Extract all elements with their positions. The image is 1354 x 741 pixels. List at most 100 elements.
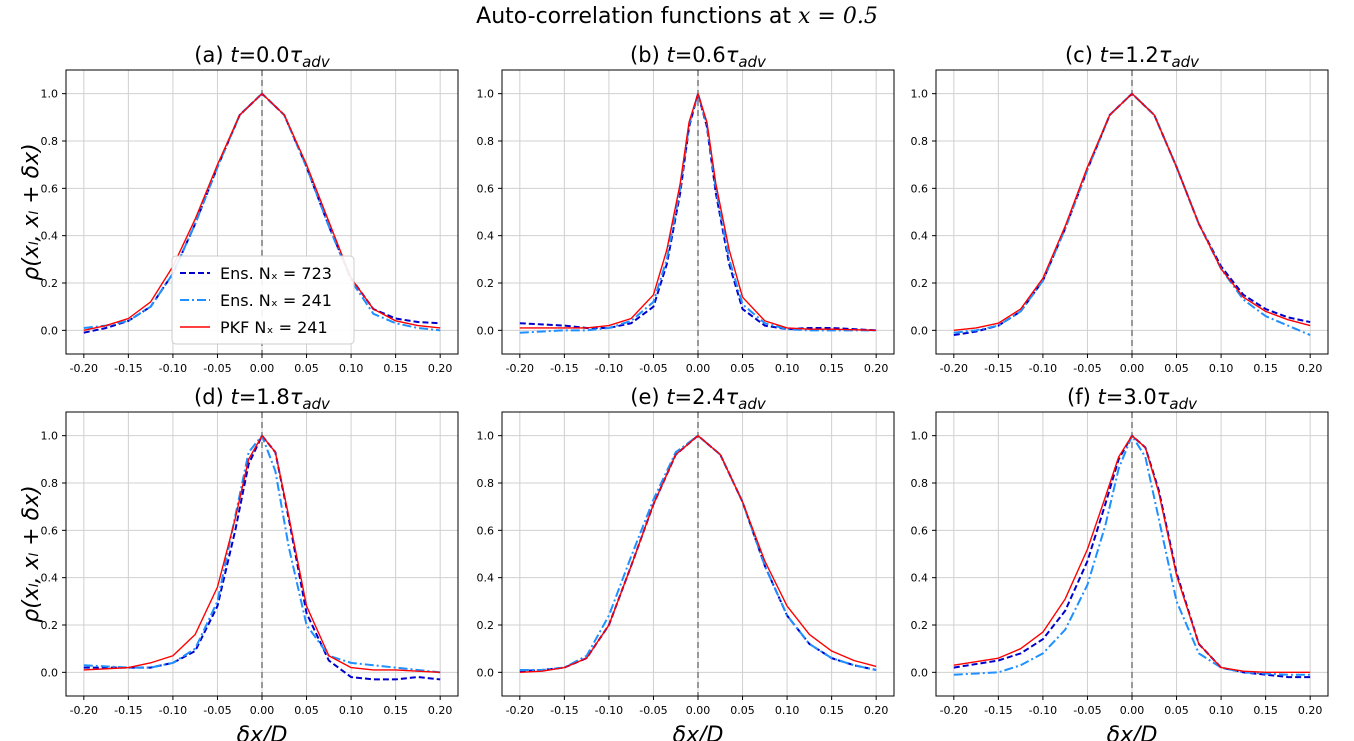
- x-tick-label: 0.15: [1253, 704, 1278, 717]
- y-tick-label: 0.6: [911, 182, 929, 195]
- y-tick-label: 0.6: [477, 182, 495, 195]
- y-tick-label: 0.2: [911, 277, 929, 290]
- legend-label-3: PKF Nₓ = 241: [220, 318, 328, 337]
- y-tick-label: 1.0: [41, 430, 59, 443]
- y-tick-label: 0.4: [911, 230, 929, 243]
- x-tick-label: -0.15: [114, 704, 142, 717]
- y-tick-label: 0.8: [911, 477, 929, 490]
- x-tick-label: -0.05: [1073, 362, 1101, 375]
- y-tick-label: 0.4: [41, 572, 59, 585]
- legend-label-2: Ens. Nₓ = 241: [220, 291, 332, 310]
- x-tick-label: 0.15: [1253, 362, 1278, 375]
- y-tick-label: 0.4: [477, 230, 495, 243]
- subplot-1: -0.20 -0.15 -0.10 -0.05 0.00 0.05 0.10 0.15 0.20…: [477, 43, 895, 375]
- y-tick-label: 0.0: [477, 324, 495, 337]
- y-tick-label: 1.0: [911, 88, 929, 101]
- legend-label-1: Ens. Nₓ = 723: [220, 264, 332, 283]
- x-axis-label: δx/D: [1107, 723, 1158, 741]
- x-tick-label: 0.15: [819, 704, 844, 717]
- y-tick-label: 0.2: [41, 277, 59, 290]
- x-tick-label: 0.10: [775, 704, 800, 717]
- x-tick-label: -0.10: [159, 704, 187, 717]
- x-tick-label: -0.20: [506, 362, 534, 375]
- x-tick-label: -0.15: [984, 704, 1012, 717]
- x-tick-label: -0.05: [639, 362, 667, 375]
- x-tick-label: 0.10: [1209, 704, 1234, 717]
- x-tick-label: 0.20: [864, 704, 889, 717]
- x-tick-label: -0.10: [159, 362, 187, 375]
- x-tick-label: 0.05: [294, 362, 319, 375]
- x-axis-label: δx/D: [673, 723, 724, 741]
- series-line-3: [953, 92, 1311, 332]
- y-tick-label: 0.8: [911, 135, 929, 148]
- x-tick-label: 0.05: [730, 362, 755, 375]
- y-tick-label: 1.0: [477, 88, 495, 101]
- figure-suptitle: Auto-correlation functions at x = 0.5: [0, 4, 1354, 29]
- series-line-2: [519, 92, 877, 334]
- y-tick-label: 0.2: [477, 277, 495, 290]
- y-tick-label: 0.4: [41, 230, 59, 243]
- series-line-2: [953, 434, 1311, 676]
- y-tick-label: 0.6: [911, 524, 929, 537]
- y-tick-label: 0.6: [41, 182, 59, 195]
- x-tick-label: 0.05: [730, 704, 755, 717]
- y-tick-label: 0.2: [477, 619, 495, 632]
- x-tick-label: 0.20: [1298, 362, 1323, 375]
- x-tick-label: -0.15: [114, 362, 142, 375]
- y-tick-label: 0.0: [911, 666, 929, 679]
- x-tick-label: -0.10: [1029, 362, 1057, 375]
- series-line-2: [519, 434, 877, 671]
- x-tick-label: -0.20: [940, 704, 968, 717]
- suptitle-prefix: Auto-correlation functions at: [476, 4, 799, 29]
- x-tick-label: -0.20: [70, 704, 98, 717]
- x-tick-label: -0.15: [550, 704, 578, 717]
- series-line-3: [519, 434, 877, 674]
- x-tick-label: -0.05: [639, 704, 667, 717]
- series-line-3: [953, 434, 1311, 674]
- y-tick-label: 1.0: [477, 430, 495, 443]
- x-tick-label: 0.10: [339, 704, 364, 717]
- x-tick-label: -0.20: [70, 362, 98, 375]
- subplot-title: (e) t=2.4τadv: [630, 385, 767, 413]
- x-tick-label: 0.15: [819, 362, 844, 375]
- x-tick-label: -0.05: [203, 362, 231, 375]
- x-tick-label: 0.20: [428, 362, 453, 375]
- x-axis-label: δx/D: [237, 723, 288, 741]
- subplot-4: -0.20 -0.15 -0.10 -0.05 0.00 0.05 0.10 0.15 0.20…: [477, 385, 895, 741]
- legend-box: [171, 255, 355, 345]
- x-tick-label: -0.05: [1073, 704, 1101, 717]
- x-tick-label: 0.00: [1120, 704, 1145, 717]
- y-tick-label: 0.8: [477, 135, 495, 148]
- y-tick-label: 0.2: [41, 619, 59, 632]
- subplot-5: -0.20 -0.15 -0.10 -0.05 0.00 0.05 0.10 0.15 0.20…: [911, 385, 1329, 741]
- subplot-2: -0.20 -0.15 -0.10 -0.05 0.00 0.05 0.10 0.15 0.20…: [911, 43, 1329, 375]
- subplot-title: (b) t=0.6τadv: [630, 43, 767, 71]
- x-tick-label: 0.05: [1164, 362, 1189, 375]
- series-line-2: [83, 434, 441, 674]
- x-tick-label: 0.15: [383, 362, 408, 375]
- x-tick-label: -0.20: [506, 704, 534, 717]
- y-tick-label: 0.8: [41, 135, 59, 148]
- x-tick-label: 0.20: [864, 362, 889, 375]
- x-tick-label: 0.10: [775, 362, 800, 375]
- x-tick-label: 0.20: [1298, 704, 1323, 717]
- series-line-3: [83, 92, 441, 332]
- y-tick-label: 0.0: [41, 666, 59, 679]
- y-tick-label: 0.2: [911, 619, 929, 632]
- y-tick-label: 0.4: [477, 572, 495, 585]
- x-tick-label: 0.05: [1164, 704, 1189, 717]
- legend: Ens. Nₓ = 723 Ens. Nₓ = 241 PKF Nₓ = 241: [171, 255, 355, 345]
- y-tick-label: 0.0: [477, 666, 495, 679]
- x-tick-label: 0.10: [1209, 362, 1234, 375]
- x-tick-label: -0.10: [1029, 704, 1057, 717]
- subplot-title: (c) t=1.2τadv: [1065, 43, 1200, 71]
- y-axis-label: ρ(xₗ, xₗ + δx): [19, 143, 44, 280]
- y-tick-label: 1.0: [41, 88, 59, 101]
- suptitle-math: x = 0.5: [798, 4, 878, 29]
- x-tick-label: 0.20: [428, 704, 453, 717]
- subplot-title: (a) t=0.0τadv: [194, 43, 331, 71]
- subplot-title: (d) t=1.8τadv: [194, 385, 331, 413]
- x-tick-label: -0.10: [595, 704, 623, 717]
- x-tick-label: -0.15: [984, 362, 1012, 375]
